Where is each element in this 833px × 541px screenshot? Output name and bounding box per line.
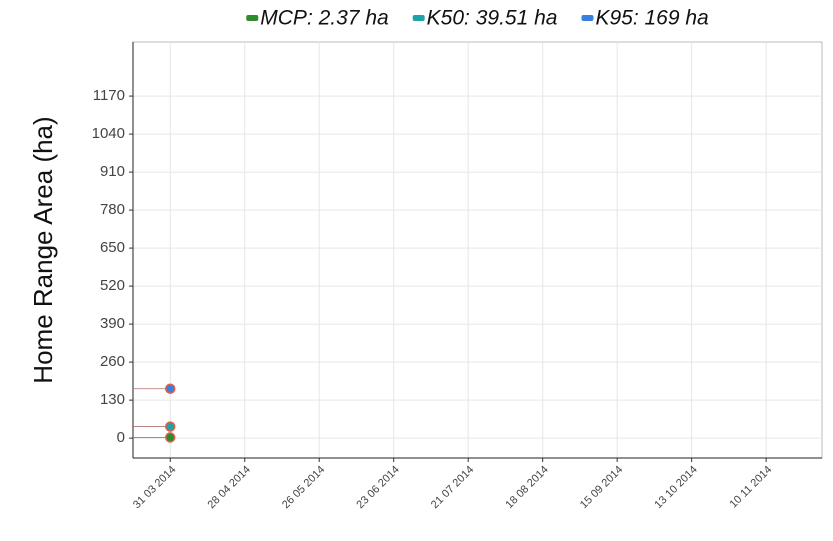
plot-panel [132,41,823,459]
legend-key [412,15,425,21]
legend-key [246,15,259,21]
x-tick-label: 15 09 2014 [578,464,625,511]
y-tick-label: 130 [100,391,125,408]
x-tick-label: 31 03 2014 [131,464,178,511]
y-tick-label: 650 [100,239,125,256]
y-tick-label: 260 [100,353,125,370]
legend: MCP: 2.37 ha K50: 39.51 ha K95: 169 ha [246,7,709,30]
y-tick-label: 0 [117,429,125,446]
y-tick-label: 390 [100,315,125,332]
y-tick-label: 520 [100,277,125,294]
y-tick-label: 910 [100,163,125,180]
x-tick-label: 21 07 2014 [429,464,476,511]
legend-label: K50: 39.51 ha [427,7,558,30]
x-tick-label: 13 10 2014 [652,464,699,511]
legend-label: MCP: 2.37 ha [260,7,388,30]
y-tick-label: 1170 [93,87,125,104]
x-tick-label: 10 11 2014 [727,464,774,511]
legend-label: K95: 169 ha [595,7,708,30]
x-tick-label: 28 04 2014 [205,464,252,511]
y-tick-label: 1040 [92,125,125,142]
point [164,432,176,443]
legend-key [581,15,594,21]
x-tick-label: 18 08 2014 [503,464,550,511]
point [164,383,176,394]
y-tick-label: 780 [100,201,125,218]
x-tick-label: 23 06 2014 [354,464,401,511]
x-tick-label: 26 05 2014 [280,464,327,511]
y-axis-title: Home Range Area (ha) [28,116,58,383]
point [164,421,176,432]
